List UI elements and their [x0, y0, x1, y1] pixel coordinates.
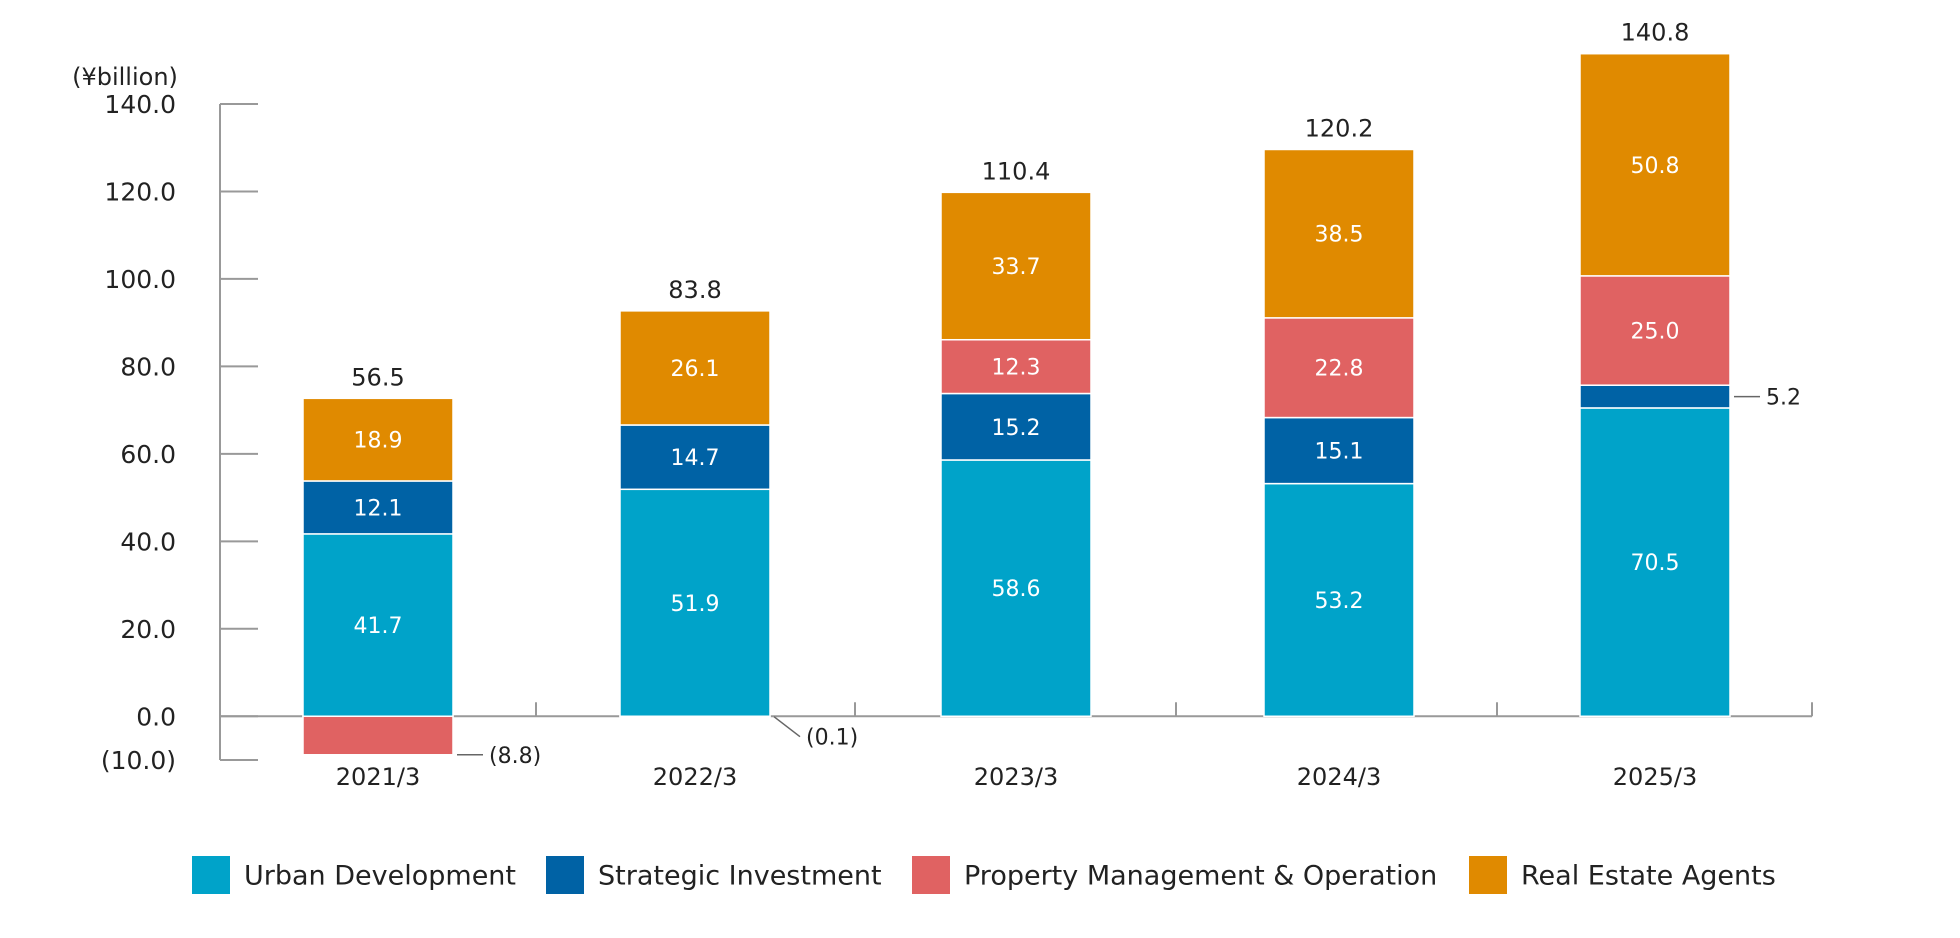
- legend-swatch: [192, 856, 230, 894]
- total-label: 83.8: [668, 276, 721, 304]
- value-label: 12.1: [354, 496, 403, 521]
- y-tick-label: 120.0: [104, 177, 176, 206]
- y-axis-unit: (¥billion): [72, 63, 178, 91]
- value-label: 14.7: [671, 446, 720, 471]
- value-label: 70.5: [1631, 551, 1680, 576]
- total-label: 140.8: [1621, 19, 1690, 47]
- bar-segment: [1263, 317, 1415, 419]
- y-tick-label: 100.0: [104, 265, 176, 294]
- x-tick-label: 2022/3: [653, 763, 737, 791]
- bar-segment: [302, 480, 454, 535]
- bar-segment: [1579, 384, 1731, 409]
- legend-swatch: [1469, 856, 1507, 894]
- value-label: 5.2: [1766, 386, 1801, 411]
- y-tick-label: 40.0: [120, 527, 176, 556]
- bar-segment: [1263, 148, 1415, 319]
- y-tick-label: 80.0: [120, 352, 176, 381]
- value-label: 38.5: [1315, 223, 1364, 248]
- x-tick-label: 2021/3: [336, 763, 420, 791]
- total-label: 56.5: [351, 363, 404, 391]
- value-label: 41.7: [354, 614, 403, 639]
- bar-segment: [1263, 416, 1415, 485]
- bar-segment: [619, 488, 771, 718]
- legend-label: Urban Development: [244, 861, 516, 892]
- value-label: 58.6: [992, 577, 1041, 602]
- bar-segment: [1579, 52, 1731, 277]
- bar-segment: [302, 533, 454, 718]
- bar-segment: [619, 424, 771, 491]
- total-label: 110.4: [982, 157, 1051, 185]
- value-label: (8.8): [489, 744, 541, 769]
- y-tick-label: 0.0: [136, 702, 176, 731]
- value-label: 12.3: [992, 356, 1041, 381]
- bar-segment: [940, 191, 1092, 341]
- x-tick-label: 2024/3: [1297, 763, 1381, 791]
- bar-segment: [1579, 275, 1731, 386]
- value-label: 22.8: [1315, 357, 1364, 382]
- value-label: 25.0: [1631, 320, 1680, 345]
- value-label: 26.1: [671, 357, 720, 382]
- value-label: 51.9: [671, 592, 720, 617]
- legend-swatch: [546, 856, 584, 894]
- legend-label: Strategic Investment: [598, 861, 882, 892]
- bar-segment: [302, 715, 454, 756]
- legend-label: Real Estate Agents: [1521, 861, 1776, 892]
- value-label: 15.1: [1315, 440, 1364, 465]
- x-tick-label: 2025/3: [1613, 763, 1697, 791]
- bar-segment: [940, 338, 1092, 395]
- value-label: 50.8: [1631, 154, 1680, 179]
- legend-label: Property Management & Operation: [964, 861, 1437, 892]
- value-label: (0.1): [806, 726, 858, 751]
- value-label: 18.9: [354, 429, 403, 454]
- bar-segment: [302, 397, 454, 482]
- bar-segment: [619, 715, 771, 718]
- x-tick-label: 2023/3: [974, 763, 1058, 791]
- value-label: 15.2: [992, 416, 1041, 441]
- bar-segment: [619, 310, 771, 426]
- y-tick-label: (10.0): [101, 746, 176, 775]
- y-tick-label: 60.0: [120, 440, 176, 469]
- value-label: 33.7: [992, 255, 1041, 280]
- legend-swatch: [912, 856, 950, 894]
- y-tick-label: 20.0: [120, 615, 176, 644]
- leader-line: [773, 716, 801, 738]
- bar-segment: [1263, 482, 1415, 718]
- total-label: 120.2: [1305, 114, 1374, 142]
- y-tick-label: 140.0: [104, 90, 176, 119]
- bar-segment: [940, 392, 1092, 461]
- value-label: 53.2: [1315, 589, 1364, 614]
- bar-segment: [1579, 407, 1731, 718]
